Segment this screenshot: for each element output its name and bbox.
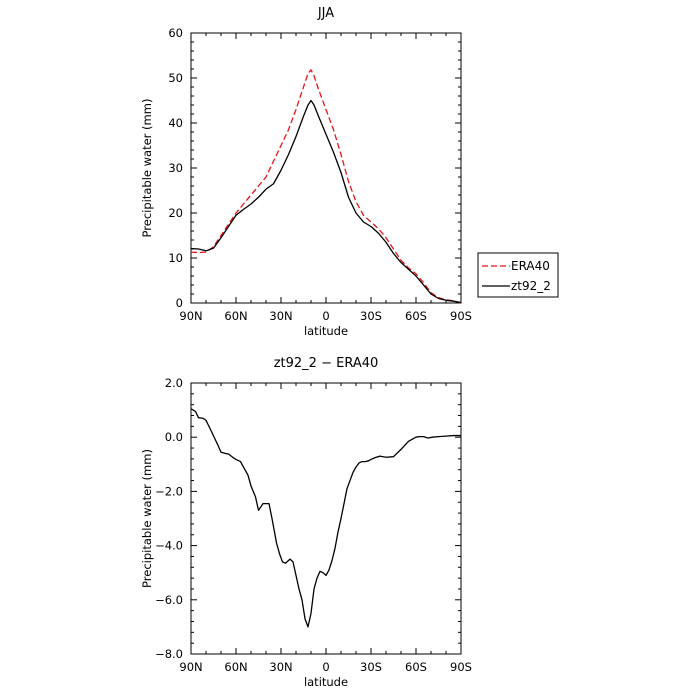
x-tick-label: 90N	[179, 309, 202, 323]
y-tick-label: 30	[168, 161, 183, 175]
series-line-zt92-2	[190, 99, 462, 304]
y-tick-label: 50	[168, 71, 183, 85]
x-tick-label: 0	[322, 660, 329, 674]
legend-label: ERA40	[511, 259, 550, 273]
y-tick-label: 2.0	[165, 376, 183, 390]
x-tick-label: 30S	[360, 660, 382, 674]
y-axis-label: Precipitable water (mm)	[140, 449, 154, 588]
y-tick-label: −2.0	[155, 484, 183, 498]
y-tick-label: 10	[168, 251, 183, 265]
x-tick-label: 90S	[450, 660, 472, 674]
legend-label: zt92_2	[511, 279, 551, 293]
y-axis-label: Precipitable water (mm)	[140, 99, 154, 238]
x-tick-label: 30S	[360, 309, 382, 323]
chart-title: JJA	[317, 6, 334, 21]
x-tick-label: 30N	[269, 309, 292, 323]
y-tick-label: 0.0	[165, 430, 183, 444]
legend-box	[477, 252, 559, 298]
x-tick-label: 0	[322, 309, 329, 323]
series-line-difference-0	[190, 408, 461, 628]
x-tick-label: 60N	[224, 309, 247, 323]
x-tick-label: 60N	[224, 660, 247, 674]
x-axis-label: latitude	[304, 324, 348, 338]
x-tick-label: 60S	[405, 309, 427, 323]
y-tick-label: 60	[168, 26, 183, 40]
x-axis-label: latitude	[304, 675, 348, 689]
y-tick-label: −6.0	[155, 593, 183, 607]
y-tick-label: 40	[168, 116, 183, 130]
top-panel-jja: 90N 60N 30N 0 30S 60S 90S 0 10 20 30 40 50 60 JJA latit…	[140, 6, 472, 338]
chart-title: zt92_2 − ERA40	[274, 356, 379, 371]
y-tick-label: 20	[168, 206, 183, 220]
plot-frame	[190, 32, 462, 304]
series-line-era40	[190, 69, 462, 304]
legend: ERA40 zt92_2	[477, 252, 559, 298]
x-tick-label: 90N	[179, 660, 202, 674]
y-tick-label: 0	[176, 296, 183, 310]
bottom-panel-difference: 90N 60N 30N 0 30S 60S 90S 2.0 0.0 −2.0 −4.0 −6.0 −8.…	[140, 356, 472, 689]
x-tick-label: 30N	[269, 660, 292, 674]
plot-frame	[190, 382, 462, 655]
y-tick-label: −8.0	[155, 647, 183, 661]
y-tick-label: −4.0	[155, 539, 183, 553]
x-tick-label: 90S	[450, 309, 472, 323]
x-tick-label: 60S	[405, 660, 427, 674]
